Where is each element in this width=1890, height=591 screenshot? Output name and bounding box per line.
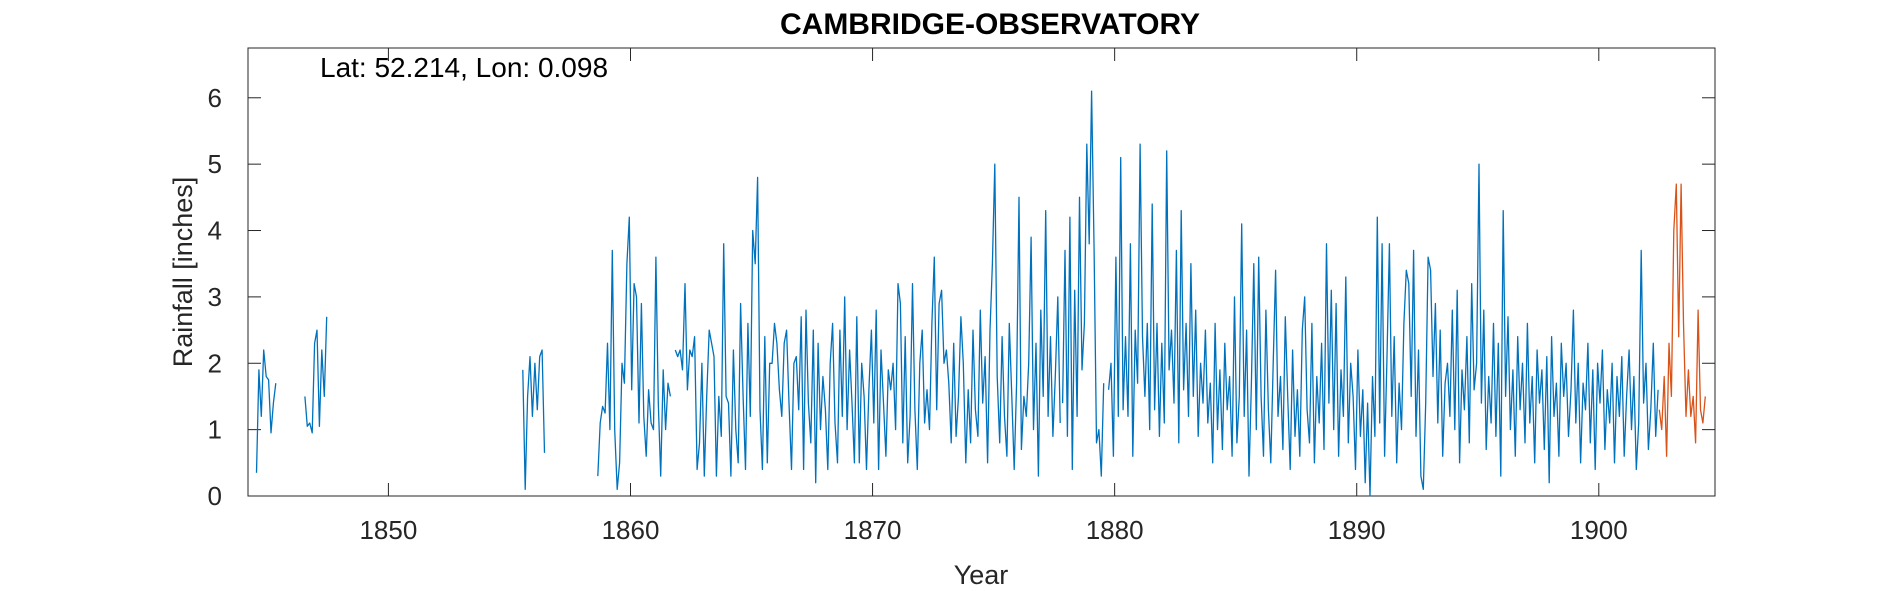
rainfall-series-line — [304, 316, 328, 434]
x-tick-label: 1890 — [1328, 515, 1386, 545]
x-tick-label: 1880 — [1086, 515, 1144, 545]
y-tick-label: 1 — [208, 415, 222, 445]
y-tick-label: 4 — [208, 216, 222, 246]
rainfall-series-line — [674, 163, 1061, 484]
y-tick-label: 6 — [208, 83, 222, 113]
rainfall-series-line — [1107, 143, 1659, 497]
rainfall-series-line — [255, 349, 277, 473]
rainfall-series-line — [522, 349, 546, 491]
y-tick-label: 0 — [208, 481, 222, 511]
x-axis-label: Year — [954, 560, 1009, 590]
location-annotation: Lat: 52.214, Lon: 0.098 — [320, 52, 608, 83]
rainfall-series-line — [597, 216, 672, 491]
y-axis-label: Rainfall [inches] — [168, 177, 198, 368]
y-tick-label: 2 — [208, 348, 222, 378]
x-tick-label: 1850 — [359, 515, 417, 545]
rainfall-series-line — [1061, 90, 1105, 477]
y-axis: 0 1 2 3 4 5 6 — [208, 83, 1715, 511]
x-tick-label: 1860 — [602, 515, 660, 545]
series-group — [255, 90, 1706, 497]
plot-area — [247, 47, 1716, 497]
y-tick-label: 5 — [208, 149, 222, 179]
recent-rainfall-series-line — [1658, 183, 1706, 457]
x-tick-label: 1900 — [1570, 515, 1628, 545]
x-axis: 1850 1860 1870 1880 1890 1900 — [359, 48, 1628, 545]
y-tick-label: 3 — [208, 282, 222, 312]
chart-title: CAMBRIDGE-OBSERVATORY — [780, 8, 1200, 41]
x-tick-label: 1870 — [844, 515, 902, 545]
